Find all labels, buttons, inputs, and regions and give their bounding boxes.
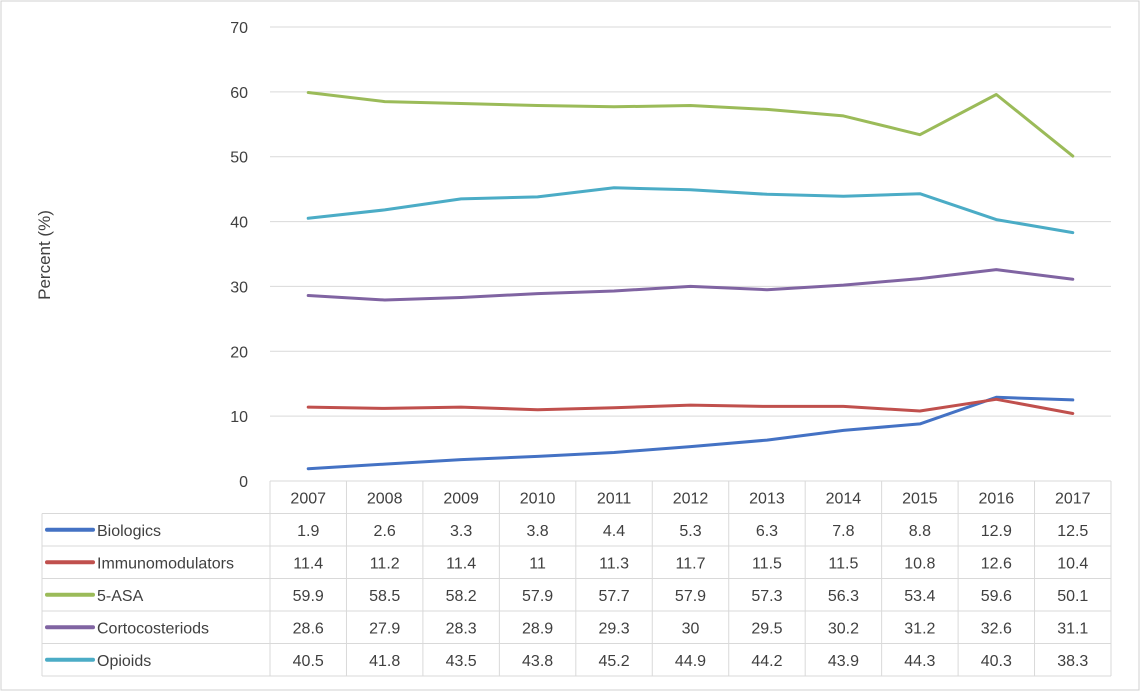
table-value: 28.6 — [293, 620, 324, 637]
table-value: 31.2 — [904, 620, 935, 637]
table-value: 29.5 — [751, 620, 782, 637]
table-value: 31.1 — [1057, 620, 1088, 637]
series-line — [306, 395, 1075, 471]
table-value: 30.2 — [828, 620, 859, 637]
table-value: 1.9 — [297, 523, 319, 540]
table-value: 57.9 — [522, 588, 553, 605]
x-tick-label: 2016 — [979, 490, 1015, 507]
x-tick-label: 2017 — [1055, 490, 1091, 507]
table-value: 27.9 — [369, 620, 400, 637]
table-value: 11.4 — [446, 555, 476, 572]
table-value: 57.3 — [751, 588, 782, 605]
table-value: 43.5 — [446, 653, 477, 670]
table-value: 7.8 — [832, 523, 854, 540]
table-value: 50.1 — [1057, 588, 1088, 605]
table-value: 57.9 — [675, 588, 706, 605]
y-tick-label: 30 — [230, 279, 248, 296]
table-value: 3.3 — [450, 523, 472, 540]
table-value: 32.6 — [981, 620, 1012, 637]
table-value: 11.5 — [752, 555, 782, 572]
table-value: 28.9 — [522, 620, 553, 637]
series-name: Opioids — [97, 653, 151, 670]
table-value: 5.3 — [679, 523, 701, 540]
table-value: 45.2 — [598, 653, 629, 670]
x-tick-label: 2010 — [520, 490, 556, 507]
x-tick-label: 2013 — [749, 490, 785, 507]
table-value: 43.8 — [522, 653, 553, 670]
table-value: 11.2 — [370, 555, 400, 572]
table-value: 29.3 — [598, 620, 629, 637]
y-tick-label: 20 — [230, 344, 248, 361]
table-value: 4.4 — [603, 523, 625, 540]
table-value: 53.4 — [904, 588, 935, 605]
series-name: 5-ASA — [97, 588, 144, 605]
table-value: 3.8 — [526, 523, 548, 540]
table-value: 11.4 — [293, 555, 323, 572]
table-value: 59.9 — [293, 588, 324, 605]
y-axis-ticks: 0 10 20 30 40 50 60 70 — [230, 20, 248, 491]
table-value: 11.5 — [828, 555, 858, 572]
series-name: Biologics — [97, 523, 161, 540]
series-lines — [306, 91, 1075, 471]
x-tick-label: 2012 — [673, 490, 709, 507]
series-line — [306, 186, 1075, 235]
y-tick-label: 60 — [230, 85, 248, 102]
x-tick-label: 2009 — [443, 490, 479, 507]
table-value: 58.2 — [446, 588, 477, 605]
y-tick-label: 50 — [230, 150, 248, 167]
series-line — [306, 397, 1075, 415]
table-value: 10.4 — [1057, 555, 1088, 572]
y-tick-label: 0 — [239, 474, 248, 491]
x-tick-label: 2014 — [826, 490, 862, 507]
table-value: 12.6 — [981, 555, 1012, 572]
x-tick-label: 2011 — [597, 490, 632, 507]
table-value: 8.8 — [909, 523, 931, 540]
table-value: 12.9 — [981, 523, 1012, 540]
table-value: 6.3 — [756, 523, 778, 540]
table-value: 44.9 — [675, 653, 706, 670]
table-value: 58.5 — [369, 588, 400, 605]
series-line — [306, 268, 1075, 302]
y-tick-label: 70 — [230, 20, 248, 37]
table-value: 44.3 — [904, 653, 935, 670]
y-tick-label: 40 — [230, 215, 248, 232]
table-value: 2.6 — [374, 523, 396, 540]
x-tick-label: 2007 — [290, 490, 326, 507]
table-value: 11 — [529, 555, 546, 572]
table-value: 38.3 — [1057, 653, 1088, 670]
table-value: 59.6 — [981, 588, 1012, 605]
y-tick-label: 10 — [230, 409, 248, 426]
table-value: 40.3 — [981, 653, 1012, 670]
series-name: Immunomodulators — [97, 555, 234, 572]
table-value: 10.8 — [904, 555, 935, 572]
table-value: 11.7 — [676, 555, 706, 572]
y-axis-label: Percent (%) — [35, 210, 54, 300]
table-value: 11.3 — [599, 555, 629, 572]
series-line — [306, 91, 1075, 158]
table-value: 43.9 — [828, 653, 859, 670]
table-value: 30 — [682, 620, 700, 637]
x-tick-label: 2015 — [902, 490, 938, 507]
x-tick-label: 2008 — [367, 490, 403, 507]
gridlines — [270, 26, 1111, 482]
series-name: Cortocosteriods — [97, 620, 209, 637]
table-value: 28.3 — [446, 620, 477, 637]
table-value: 40.5 — [293, 653, 324, 670]
data-table: 2007 2008 2009 2010 2011 2012 2013 2014 2015 2016… — [41, 481, 1112, 677]
table-value: 56.3 — [828, 588, 859, 605]
table-value: 41.8 — [369, 653, 400, 670]
table-value: 57.7 — [598, 588, 629, 605]
table-value: 44.2 — [751, 653, 782, 670]
table-value: 12.5 — [1057, 523, 1088, 540]
